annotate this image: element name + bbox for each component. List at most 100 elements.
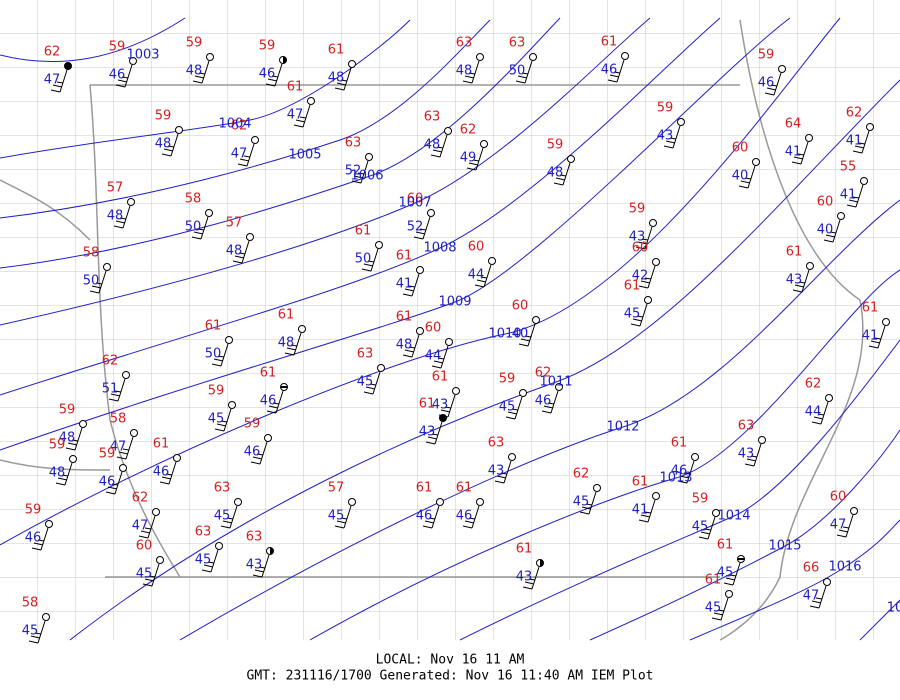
temperature: 63	[456, 36, 473, 51]
dewpoint: 45	[357, 375, 374, 390]
wind-barb	[89, 270, 107, 294]
station-circle	[691, 453, 699, 461]
station-circle	[307, 97, 315, 105]
temperature: 62	[460, 123, 477, 138]
station-circle	[173, 454, 181, 462]
wind-barb	[31, 527, 49, 551]
temperature: 60	[425, 321, 442, 336]
station-circle	[823, 578, 831, 586]
station-circle	[806, 262, 814, 270]
dewpoint: 45	[692, 520, 709, 535]
station-circle	[555, 383, 563, 391]
wind-barb	[515, 60, 533, 84]
dewpoint: 45	[573, 495, 590, 510]
station-circle	[427, 209, 435, 217]
wind-barb	[413, 216, 431, 240]
dewpoint: 46	[671, 464, 688, 479]
dewpoint: 44	[425, 349, 442, 364]
wind-barb	[663, 125, 681, 149]
temperature: 61	[862, 301, 879, 316]
dewpoint: 41	[396, 277, 413, 292]
wind-barb	[836, 514, 854, 538]
isobar-label: 1011	[539, 375, 572, 390]
wind-barb	[518, 323, 536, 347]
wind-barb	[116, 436, 134, 460]
wind-barb	[811, 401, 829, 425]
dewpoint: 52	[407, 220, 424, 235]
temperature: 58	[185, 192, 202, 207]
temperature: 58	[22, 596, 39, 611]
station-circle	[532, 316, 540, 324]
dewpoint: 46	[25, 531, 42, 546]
wind-barb	[115, 64, 133, 88]
wind-barb	[142, 563, 160, 587]
temperature: 61	[278, 308, 295, 323]
sky-cover	[283, 56, 287, 64]
station-circle	[649, 219, 657, 227]
isobar-label: 1016	[828, 560, 861, 575]
dewpoint: 43	[488, 464, 505, 479]
station-circle	[225, 336, 233, 344]
wind-barb	[723, 562, 741, 586]
station-circle	[152, 508, 160, 516]
temperature: 60	[407, 192, 424, 207]
wind-barb	[108, 378, 126, 402]
temperature: 62	[805, 377, 822, 392]
temperature: 61	[153, 437, 170, 452]
dewpoint: 41	[862, 329, 879, 344]
wind-barb	[50, 69, 68, 93]
station-circle	[122, 371, 130, 379]
station-circle	[758, 436, 766, 444]
wind-barb	[105, 471, 123, 495]
temperature: 63	[195, 525, 212, 540]
station-circle	[228, 401, 236, 409]
dewpoint: 40	[732, 169, 749, 184]
dewpoint: 43	[629, 230, 646, 245]
wind-barb	[265, 63, 283, 87]
station-circle	[348, 60, 356, 68]
wind-barb	[494, 460, 512, 484]
temperature: 61	[287, 80, 304, 95]
station-circle	[752, 158, 760, 166]
temperature: 60	[468, 240, 485, 255]
station-circle	[529, 53, 537, 61]
dewpoint: 50	[185, 220, 202, 235]
temperature: 59	[657, 101, 674, 116]
station-circle	[652, 258, 660, 266]
dewpoint: 51	[102, 382, 119, 397]
dewpoint: 41	[846, 134, 863, 149]
temperature: 59	[49, 438, 66, 453]
dewpoint: 45	[717, 566, 734, 581]
dewpoint: 41	[840, 188, 857, 203]
wind-barb	[293, 104, 311, 128]
wind-barb	[738, 165, 756, 189]
dewpoint: 48	[186, 64, 203, 79]
isobar-label: 1009	[438, 295, 471, 310]
wind-barb	[698, 516, 716, 540]
station-circle	[850, 507, 858, 515]
wind-barb	[220, 505, 238, 529]
wind-barb	[334, 505, 352, 529]
temperature: 61	[416, 481, 433, 496]
wind-barb	[462, 505, 480, 529]
temperature: 61	[419, 397, 436, 412]
temperature: 63	[345, 136, 362, 151]
temperature: 60	[136, 539, 153, 554]
wind-barb	[607, 59, 625, 83]
station-circle	[860, 177, 868, 185]
local-time: LOCAL: Nov 16 11 AM	[376, 653, 525, 668]
dewpoint: 43	[419, 425, 436, 440]
station-circle	[476, 498, 484, 506]
station-circle	[677, 118, 685, 126]
temperature: 61	[516, 542, 533, 557]
wind-barb	[791, 141, 809, 165]
temperature: 62	[535, 366, 552, 381]
wind-barb	[553, 162, 571, 186]
dewpoint: 45	[195, 553, 212, 568]
wind-barb	[823, 219, 841, 243]
dewpoint: 40	[817, 223, 834, 238]
wind-barb	[402, 334, 420, 358]
wind-barb	[744, 443, 762, 467]
wind-barb	[65, 427, 83, 451]
temperature: 60	[817, 195, 834, 210]
